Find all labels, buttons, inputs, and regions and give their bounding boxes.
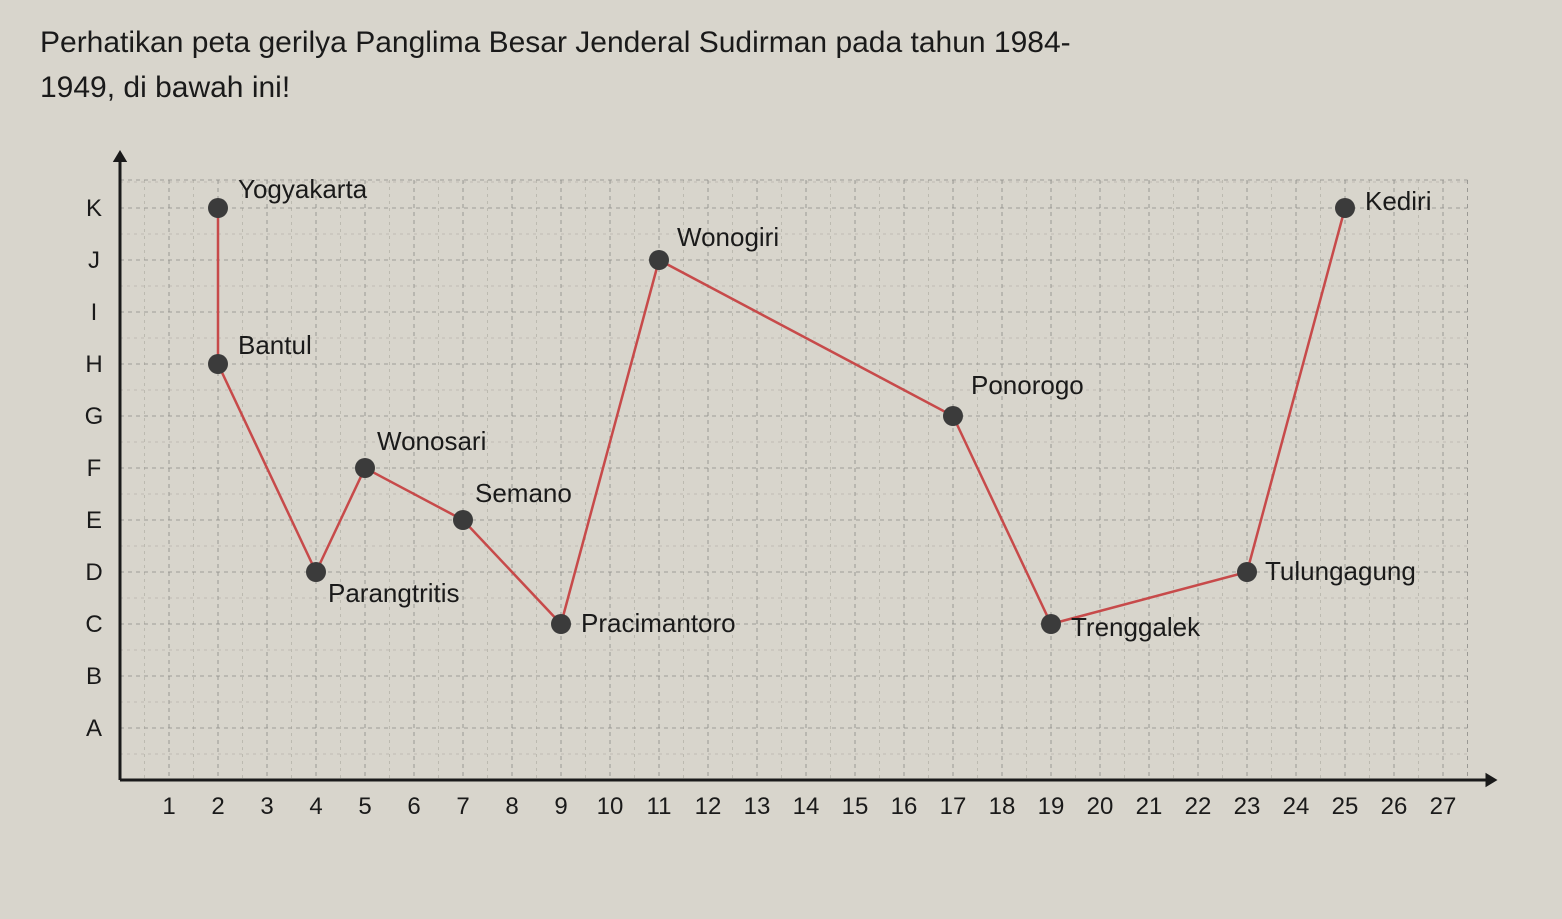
y-tick-labels: ABCDEFGHIJK xyxy=(85,195,104,742)
x-tick-label: 25 xyxy=(1332,793,1359,820)
y-tick-label: F xyxy=(87,455,102,482)
node-label: Ponorogo xyxy=(971,370,1084,400)
chart-svg: Yogyakarta Bantul Parangtritis Wonosari Sema… xyxy=(40,140,1520,840)
x-tick-label: 16 xyxy=(891,793,918,820)
y-axis-arrow xyxy=(113,150,127,162)
x-axis-arrow xyxy=(1486,773,1498,787)
x-tick-label: 6 xyxy=(407,793,420,820)
x-tick-label: 19 xyxy=(1038,793,1065,820)
node-marker xyxy=(943,406,963,426)
x-tick-label: 27 xyxy=(1430,793,1457,820)
node-marker xyxy=(1237,562,1257,582)
node-label: Yogyakarta xyxy=(238,174,368,204)
x-tick-label: 23 xyxy=(1234,793,1261,820)
x-tick-label: 4 xyxy=(309,793,322,820)
x-tick-label: 7 xyxy=(456,793,469,820)
y-tick-label: G xyxy=(85,403,104,430)
y-tick-label: H xyxy=(85,351,102,378)
node-marker xyxy=(306,562,326,582)
x-tick-label: 15 xyxy=(842,793,869,820)
y-tick-label: J xyxy=(88,247,100,274)
node-marker xyxy=(355,458,375,478)
y-tick-label: D xyxy=(85,559,102,586)
node-marker xyxy=(208,198,228,218)
title-line2: 1949, di bawah ini! xyxy=(40,71,290,104)
node-marker xyxy=(208,354,228,374)
x-tick-label: 12 xyxy=(695,793,722,820)
node-marker xyxy=(649,250,669,270)
node-label: Wonogiri xyxy=(677,222,779,252)
x-tick-label: 10 xyxy=(597,793,624,820)
gerilya-map-chart: Yogyakarta Bantul Parangtritis Wonosari Sema… xyxy=(40,140,1520,840)
y-tick-label: C xyxy=(85,611,102,638)
y-tick-label: A xyxy=(86,715,102,742)
x-tick-label: 20 xyxy=(1087,793,1114,820)
x-tick-label: 8 xyxy=(505,793,518,820)
node-marker xyxy=(453,510,473,530)
x-tick-label: 13 xyxy=(744,793,771,820)
y-tick-label: K xyxy=(86,195,102,222)
title: Perhatikan peta gerilya Panglima Besar J… xyxy=(40,20,1520,110)
node-label: Pracimantoro xyxy=(581,608,736,638)
y-tick-label: B xyxy=(86,663,102,690)
x-tick-label: 14 xyxy=(793,793,820,820)
node-marker xyxy=(1335,198,1355,218)
node-label: Bantul xyxy=(238,330,312,360)
x-tick-labels: 1234567891011121314151617181920212223242… xyxy=(162,793,1456,820)
node-label: Tulungagung xyxy=(1265,556,1416,586)
x-tick-label: 2 xyxy=(211,793,224,820)
y-tick-label: I xyxy=(91,299,98,326)
node-marker xyxy=(551,614,571,634)
node-label: Trenggalek xyxy=(1071,612,1201,642)
node-label: Semano xyxy=(475,478,572,508)
node-label: Kediri xyxy=(1365,186,1431,216)
node-label: Wonosari xyxy=(377,426,486,456)
x-tick-label: 5 xyxy=(358,793,371,820)
x-tick-label: 9 xyxy=(554,793,567,820)
x-tick-label: 21 xyxy=(1136,793,1163,820)
x-tick-label: 18 xyxy=(989,793,1016,820)
x-tick-label: 22 xyxy=(1185,793,1212,820)
title-line1: Perhatikan peta gerilya Panglima Besar J… xyxy=(40,26,1071,59)
node-label: Parangtritis xyxy=(328,578,460,608)
node-marker xyxy=(1041,614,1061,634)
x-tick-label: 11 xyxy=(647,793,672,820)
x-tick-label: 1 xyxy=(162,793,175,820)
x-tick-label: 17 xyxy=(940,793,967,820)
page: Perhatikan peta gerilya Panglima Besar J… xyxy=(0,0,1562,919)
x-tick-label: 26 xyxy=(1381,793,1408,820)
y-tick-label: E xyxy=(86,507,102,534)
x-tick-label: 3 xyxy=(260,793,273,820)
x-tick-label: 24 xyxy=(1283,793,1310,820)
